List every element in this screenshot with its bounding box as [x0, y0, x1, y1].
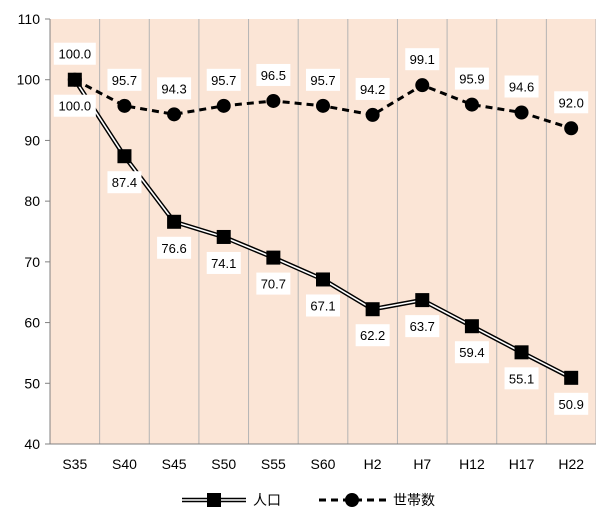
y-tick-label: 40: [24, 436, 40, 452]
households-data-label-box: [454, 67, 489, 90]
population-point: [514, 345, 529, 360]
households-data-label-box: [53, 42, 96, 65]
households-point: [67, 72, 82, 87]
households-data-label-box: [107, 68, 142, 91]
population-data-label: 70.7: [261, 277, 286, 292]
households-data-label-box: [306, 68, 340, 91]
y-tick-label: 110: [18, 11, 41, 27]
population-data-label: 59.4: [459, 345, 484, 360]
households-data-label-box: [504, 75, 539, 98]
households-point: [564, 121, 579, 136]
population-data-label-box: [454, 341, 489, 364]
population-data-label: 100.0: [59, 99, 92, 114]
households-point: [514, 105, 529, 120]
y-tick-label: 70: [24, 254, 40, 270]
x-tick-label: H7: [413, 456, 431, 472]
households-point: [415, 78, 430, 93]
population-point: [167, 214, 182, 229]
population-data-label: 76.6: [161, 241, 186, 256]
households-data-label: 95.7: [211, 73, 236, 88]
x-tick-label: H17: [509, 456, 535, 472]
x-tick-label: H22: [558, 456, 584, 472]
households-point: [216, 98, 231, 113]
legend-households-circle-marker: [345, 493, 359, 507]
households-data-label-box: [157, 77, 192, 100]
population-data-label-box: [157, 236, 192, 259]
population-data-label: 62.2: [360, 328, 385, 343]
y-tick-label: 80: [24, 193, 40, 209]
population-point: [365, 302, 380, 317]
population-data-label-box: [554, 392, 589, 415]
population-point: [316, 272, 330, 287]
population-data-label-box: [306, 294, 340, 317]
households-data-label-box: [355, 77, 390, 100]
population-data-label: 63.7: [410, 319, 435, 334]
y-tick-label: 100: [17, 72, 41, 88]
households-data-label: 94.2: [360, 82, 385, 97]
population-data-label-box: [256, 272, 291, 295]
population-data-label-box: [405, 315, 440, 338]
x-tick-label: S50: [211, 456, 236, 472]
population-data-label-box: [53, 94, 96, 117]
population-point: [266, 250, 281, 265]
households-data-label: 95.9: [459, 72, 484, 87]
legend: 人口 世帯数: [182, 493, 435, 509]
population-point: [117, 149, 132, 164]
legend-population-square-marker: [207, 493, 221, 507]
legend-item-households: 世帯数: [319, 493, 435, 509]
households-point: [117, 98, 132, 113]
population-data-label: 55.1: [509, 371, 534, 386]
population-data-label: 74.1: [211, 256, 236, 271]
legend-population-label: 人口: [253, 493, 281, 509]
households-data-label: 94.3: [161, 81, 186, 96]
gridlines: [49, 19, 596, 444]
population-point: [216, 229, 231, 244]
households-point: [464, 97, 479, 112]
households-point: [316, 98, 330, 113]
y-tick-label: 60: [24, 315, 40, 331]
households-point: [266, 93, 281, 108]
households-data-label: 94.6: [509, 80, 534, 95]
households-data-label: 92.0: [559, 95, 584, 110]
y-tick-label: 50: [24, 375, 40, 391]
population-data-label: 67.1: [310, 298, 335, 313]
population-data-label: 87.4: [112, 175, 137, 190]
data-labels: 100.0 95.7 94.3 95.7 96.5 95.7 94.2 99.1 95.9 94.…: [53, 42, 589, 415]
x-tick-label: H2: [364, 456, 382, 472]
population-data-label-box: [504, 367, 539, 390]
legend-item-population: 人口: [182, 493, 281, 509]
legend-households-label: 世帯数: [393, 493, 435, 509]
x-tick-label: S60: [311, 456, 336, 472]
x-tick-label: S45: [162, 456, 187, 472]
households-data-label: 95.7: [112, 73, 137, 88]
households-data-label: 99.1: [410, 52, 435, 67]
households-data-label: 96.5: [261, 68, 286, 83]
households-data-label: 95.7: [310, 73, 335, 88]
population-data-label-box: [206, 251, 241, 274]
population-data-label: 50.9: [559, 397, 584, 412]
x-tick-label: S40: [112, 456, 137, 472]
x-tick-label: H12: [459, 456, 485, 472]
axes: 40 50 60 70 80 90 100 110 S35 S40 S45 S50 S55 S60 H2 H7…: [17, 11, 596, 472]
x-tick-label: S55: [261, 456, 286, 472]
x-tick-label: S35: [62, 456, 87, 472]
households-data-label-box: [405, 48, 440, 71]
households-data-label: 100.0: [59, 47, 92, 62]
population-point: [464, 319, 479, 334]
population-data-label-box: [355, 324, 390, 347]
households-data-label-box: [206, 68, 241, 91]
population-point: [564, 370, 579, 385]
series: [67, 72, 579, 385]
households-data-label-box: [554, 91, 589, 114]
population-data-label-box: [107, 171, 142, 194]
population-point: [415, 293, 430, 308]
households-data-label-box: [256, 63, 291, 86]
households-point: [167, 107, 182, 122]
households-point: [365, 107, 380, 122]
y-tick-label: 90: [24, 132, 40, 148]
